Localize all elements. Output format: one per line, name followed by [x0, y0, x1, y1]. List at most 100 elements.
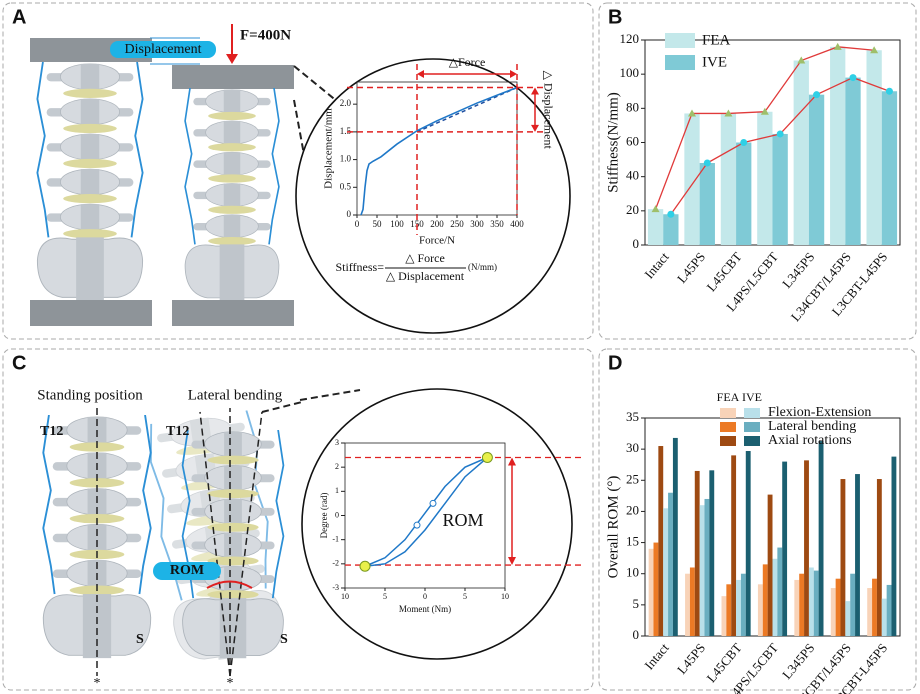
marker [833, 42, 842, 50]
y-axis-label: Overall ROM (°) [605, 476, 621, 579]
bar [830, 588, 836, 636]
x-tick-label: 0 [423, 592, 427, 601]
bar [709, 470, 715, 636]
bar [720, 113, 737, 245]
rom-arc [206, 580, 253, 589]
bar [726, 584, 732, 636]
bar [767, 494, 773, 636]
bar [881, 598, 887, 636]
bar [668, 492, 673, 636]
y-axis-label: Degree (rad) [319, 493, 329, 539]
bar [647, 209, 664, 245]
legend-label: Lateral bending [768, 419, 856, 434]
legend-swatch [720, 436, 736, 446]
level-label: S [280, 632, 288, 647]
bar [772, 133, 788, 245]
y-tick-label: 2.0 [340, 98, 352, 108]
legend-header: FEA [717, 390, 740, 404]
bar [648, 548, 654, 636]
formula: (N/mm) [468, 262, 497, 272]
bar [794, 579, 800, 636]
bar [855, 474, 860, 636]
bar [782, 461, 788, 636]
zoom-line [261, 401, 303, 413]
zoom-circle [295, 58, 571, 334]
panel-frame [598, 348, 917, 691]
x-tick-label: 300 [470, 219, 484, 229]
y-tick-label: 120 [620, 31, 640, 46]
bar [757, 111, 773, 245]
bar [845, 601, 851, 636]
y-tick-label: 0.5 [340, 181, 352, 191]
legend-swatch [744, 408, 760, 418]
bar [772, 558, 778, 636]
marker [667, 210, 675, 218]
bar [721, 596, 727, 636]
label-pill [110, 41, 216, 58]
panel-frame [2, 2, 594, 340]
panel-label: B [608, 6, 622, 28]
y-tick-label: 1.0 [340, 154, 352, 164]
bar [689, 567, 695, 636]
legend-label: IVE [702, 54, 727, 70]
y-tick-label: -2 [332, 559, 339, 568]
y-tick-label: 60 [626, 133, 639, 148]
axis-line [229, 411, 263, 677]
arrow-head [226, 54, 238, 64]
zoom-circle [301, 388, 573, 660]
legend-swatch [665, 33, 695, 48]
bar [872, 578, 877, 636]
x-tick-label: 5 [383, 592, 387, 601]
panel-frame [598, 2, 917, 340]
open-point [429, 499, 437, 507]
marker [870, 46, 879, 54]
delta-force: △Force [449, 55, 486, 69]
bar [653, 542, 659, 636]
legend-label: Flexion-Extension [768, 405, 871, 420]
legend-header: IVE [742, 390, 762, 404]
caption: Lateral bending [188, 387, 283, 403]
y-tick-label: 20 [626, 502, 639, 517]
y-tick-label: 0 [633, 627, 640, 642]
bar [699, 163, 715, 245]
y-tick-label: 1 [335, 486, 339, 495]
base-plate [172, 300, 294, 326]
rom-tag: ROM [170, 563, 204, 578]
rom-label: ROM [442, 510, 483, 530]
level-label: S [136, 632, 144, 647]
level-label: T12 [40, 424, 63, 439]
bar [850, 573, 856, 636]
y-tick-label: 0 [633, 236, 640, 251]
caption: Standing position [37, 387, 143, 403]
bar [818, 441, 824, 636]
bar [663, 214, 679, 245]
x-tick-label: L45PS [674, 249, 708, 286]
pivot-mark: * [94, 676, 101, 691]
marker [740, 139, 748, 146]
bar [694, 470, 700, 636]
bar [731, 455, 737, 636]
spine [185, 88, 279, 300]
marker [849, 74, 857, 82]
zoom-line [293, 65, 339, 103]
bar [757, 584, 763, 636]
y-tick-label: 1.5 [340, 126, 352, 136]
legend-swatch [665, 55, 695, 70]
formula: △ Force [405, 251, 445, 265]
bar [658, 446, 664, 636]
spine [37, 62, 142, 300]
y-tick-label: 40 [626, 168, 639, 183]
x-tick-label: L45PS [674, 640, 708, 677]
bar [745, 451, 751, 636]
marker [885, 87, 893, 95]
panel-label: C [12, 352, 26, 374]
displacement-label: Displacement [125, 42, 202, 57]
legend-swatch [744, 422, 760, 432]
y-tick-label: 20 [626, 202, 639, 217]
end-point [481, 452, 493, 463]
y-tick-label: 0 [335, 510, 339, 519]
x-tick-label: Intact [641, 249, 672, 282]
bar [704, 498, 710, 636]
x-tick-label: 100 [390, 219, 404, 229]
bar [777, 547, 783, 636]
